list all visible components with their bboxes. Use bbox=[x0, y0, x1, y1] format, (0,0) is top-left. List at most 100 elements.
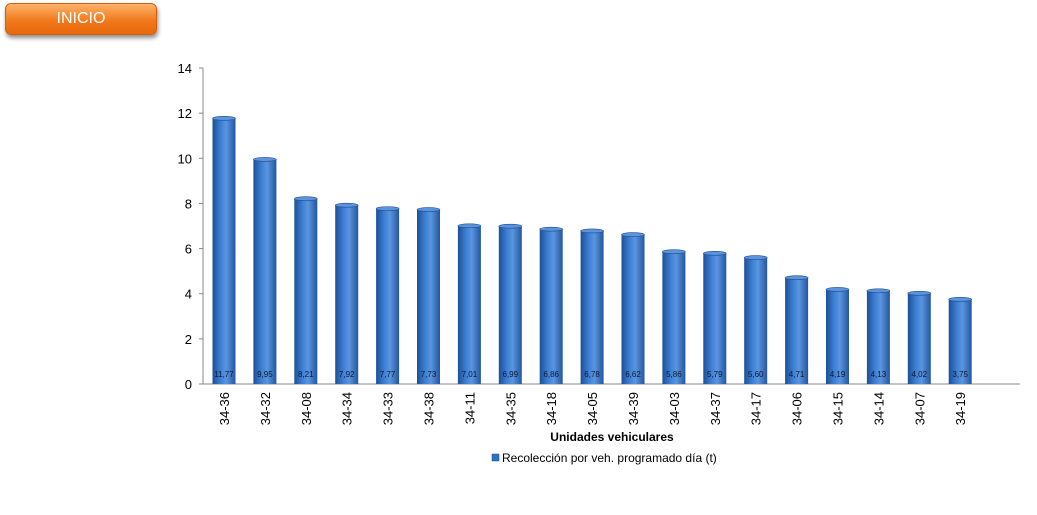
bar bbox=[784, 275, 809, 384]
bar-cap bbox=[293, 196, 318, 201]
bar-cap bbox=[539, 226, 564, 232]
y-tick-label: 12 bbox=[178, 106, 192, 121]
data-label: 8,21 bbox=[298, 370, 314, 379]
bar-cap bbox=[743, 255, 768, 260]
bar-body bbox=[376, 208, 400, 384]
bar bbox=[702, 251, 727, 384]
bar-body bbox=[580, 230, 604, 384]
x-tick-label: 34-36 bbox=[217, 392, 232, 425]
bar bbox=[866, 288, 891, 384]
bar-cap bbox=[907, 290, 932, 296]
x-tick-label: 34-39 bbox=[626, 392, 641, 425]
data-label: 6,78 bbox=[584, 370, 600, 379]
x-tick-label: 34-11 bbox=[462, 392, 477, 424]
y-tick-label: 6 bbox=[185, 242, 192, 257]
data-label: 7,73 bbox=[421, 370, 437, 379]
bar bbox=[580, 228, 604, 384]
bar-cap bbox=[375, 206, 400, 211]
bar-cap bbox=[498, 223, 523, 229]
bar-body bbox=[866, 290, 890, 384]
legend-label: Recolección por veh. programado día (t) bbox=[502, 451, 717, 465]
x-tick-label: 34-32 bbox=[258, 392, 273, 425]
x-tick-label: 34-03 bbox=[667, 392, 682, 425]
bar-body bbox=[703, 253, 727, 384]
y-tick-label: 2 bbox=[185, 332, 192, 347]
x-tick-label: 34-33 bbox=[381, 392, 396, 425]
bar-body bbox=[826, 289, 849, 384]
data-label: 4,19 bbox=[830, 370, 846, 379]
bar bbox=[212, 116, 236, 384]
x-tick-label: 34-18 bbox=[544, 392, 559, 425]
data-label: 7,77 bbox=[380, 370, 396, 379]
data-label: 6,99 bbox=[503, 370, 519, 379]
x-tick-label: 34-19 bbox=[953, 392, 968, 425]
data-label: 4,02 bbox=[912, 370, 928, 379]
bar-body bbox=[417, 209, 440, 384]
bar-cap bbox=[253, 157, 277, 162]
bar-cap bbox=[948, 297, 973, 302]
x-tick-label: 34-08 bbox=[299, 392, 314, 425]
x-axis-title: Unidades vehiculares bbox=[550, 430, 674, 444]
bar bbox=[293, 196, 318, 384]
x-tick-label: 34-15 bbox=[831, 392, 846, 425]
bar-body bbox=[498, 226, 522, 384]
bar-cap bbox=[212, 116, 236, 121]
x-tick-label: 34-38 bbox=[422, 392, 437, 425]
y-tick-label: 14 bbox=[178, 61, 192, 76]
bar-body bbox=[212, 118, 236, 384]
y-tick-label: 10 bbox=[178, 151, 192, 166]
data-label: 4,71 bbox=[789, 370, 805, 379]
bar-body bbox=[785, 277, 809, 384]
bar-cap bbox=[662, 249, 686, 255]
bar bbox=[498, 223, 523, 384]
bar bbox=[825, 287, 850, 384]
bar bbox=[948, 297, 973, 384]
bar bbox=[539, 226, 564, 384]
bar bbox=[907, 290, 932, 384]
x-tick-label: 34-35 bbox=[503, 392, 518, 425]
inicio-button[interactable]: INICIO bbox=[5, 3, 157, 35]
bar-cap bbox=[866, 288, 891, 294]
bar bbox=[743, 255, 768, 384]
bar-body bbox=[253, 159, 277, 384]
data-label: 6,62 bbox=[625, 370, 641, 379]
data-label: 7,92 bbox=[339, 370, 355, 379]
bar bbox=[375, 206, 400, 384]
x-tick-label: 34-07 bbox=[912, 392, 927, 425]
bar-body bbox=[948, 299, 972, 384]
bar-body bbox=[744, 257, 768, 384]
bar bbox=[334, 202, 359, 384]
bar-cap bbox=[334, 202, 359, 208]
bar-cap bbox=[825, 287, 850, 292]
bar-body bbox=[662, 251, 686, 384]
bar-cap bbox=[580, 228, 604, 234]
bar-body bbox=[621, 234, 645, 384]
x-tick-label: 34-17 bbox=[749, 392, 764, 425]
data-label: 6,86 bbox=[543, 370, 559, 379]
bar bbox=[662, 249, 686, 384]
x-tick-label: 34-34 bbox=[340, 392, 355, 425]
bar-cap bbox=[784, 275, 809, 280]
data-label: 5,79 bbox=[707, 370, 723, 379]
bar bbox=[253, 157, 277, 384]
y-tick-label: 8 bbox=[185, 196, 192, 211]
bar-cap bbox=[621, 232, 645, 237]
x-tick-label: 34-14 bbox=[871, 392, 886, 425]
bar bbox=[457, 223, 482, 384]
legend: Recolección por veh. programado día (t) bbox=[491, 451, 717, 465]
bar-cap bbox=[702, 251, 727, 256]
data-label: 7,01 bbox=[462, 370, 478, 379]
bar-body bbox=[907, 293, 931, 384]
bar-body bbox=[335, 205, 359, 384]
bar-body bbox=[539, 229, 563, 384]
x-tick-label: 34-05 bbox=[585, 392, 600, 425]
y-tick-label: 0 bbox=[185, 377, 192, 392]
x-tick-label: 34-06 bbox=[790, 392, 805, 425]
bar bbox=[416, 207, 441, 384]
x-tick-label: 34-37 bbox=[708, 392, 723, 425]
bar-body bbox=[457, 225, 481, 384]
data-label: 5,86 bbox=[666, 370, 682, 379]
data-label: 4,13 bbox=[871, 370, 887, 379]
